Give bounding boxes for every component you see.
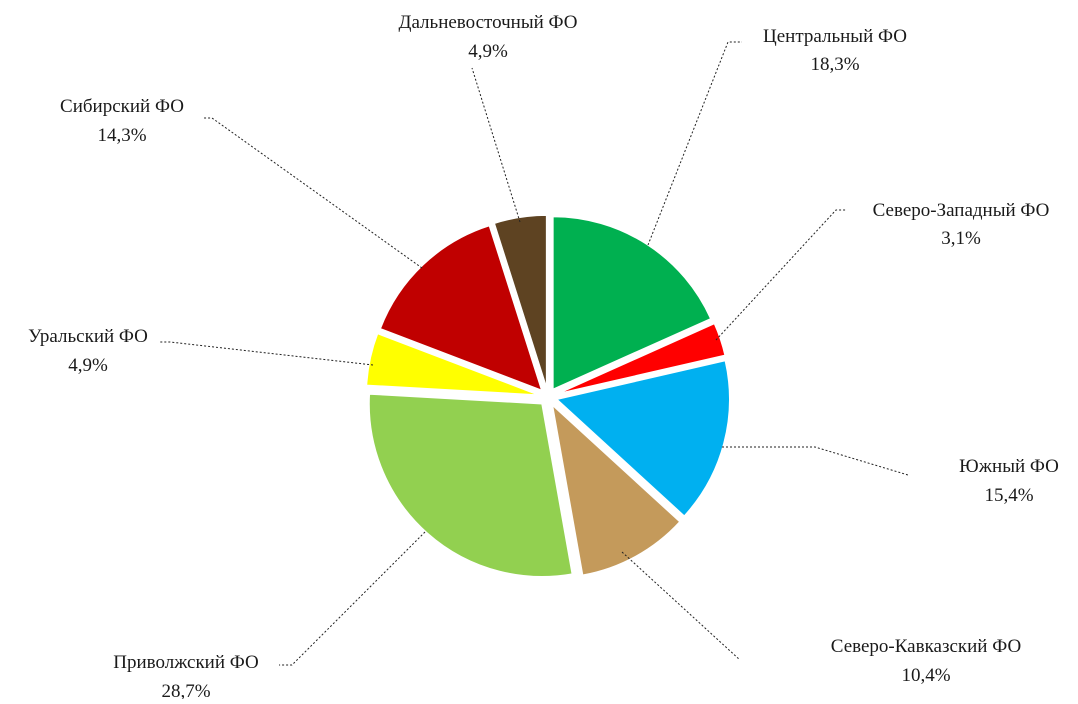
slice-category-label: Южный ФО	[959, 456, 1059, 477]
leader-line	[722, 447, 908, 475]
slice-category-label: Приволжский ФО	[113, 652, 258, 673]
slice-value-label: 10,4%	[901, 665, 950, 686]
slice-category-label: Дальневосточный ФО	[399, 12, 578, 33]
slice-value-label: 4,9%	[68, 355, 108, 376]
slice-value-label: 4,9%	[468, 41, 508, 62]
pie-slice	[369, 394, 572, 577]
slice-value-label: 14,3%	[97, 125, 146, 146]
slice-category-label: Уральский ФО	[28, 326, 148, 347]
slice-category-label: Сибирский ФО	[60, 96, 184, 117]
slice-value-label: 3,1%	[941, 228, 981, 249]
leader-line	[160, 342, 373, 365]
slice-value-label: 18,3%	[810, 54, 859, 75]
leader-line	[716, 210, 846, 340]
leader-line	[472, 68, 520, 222]
slice-category-label: Северо-Западный ФО	[873, 200, 1050, 221]
pie-slices	[366, 215, 729, 577]
leader-line	[648, 42, 742, 245]
slice-value-label: 15,4%	[984, 485, 1033, 506]
slice-category-label: Северо-Кавказский ФО	[831, 636, 1021, 657]
slice-value-label: 28,7%	[161, 681, 210, 699]
leader-line	[622, 552, 740, 660]
leader-line	[279, 532, 425, 665]
slice-category-label: Центральный ФО	[763, 26, 907, 47]
leader-line	[203, 118, 422, 268]
